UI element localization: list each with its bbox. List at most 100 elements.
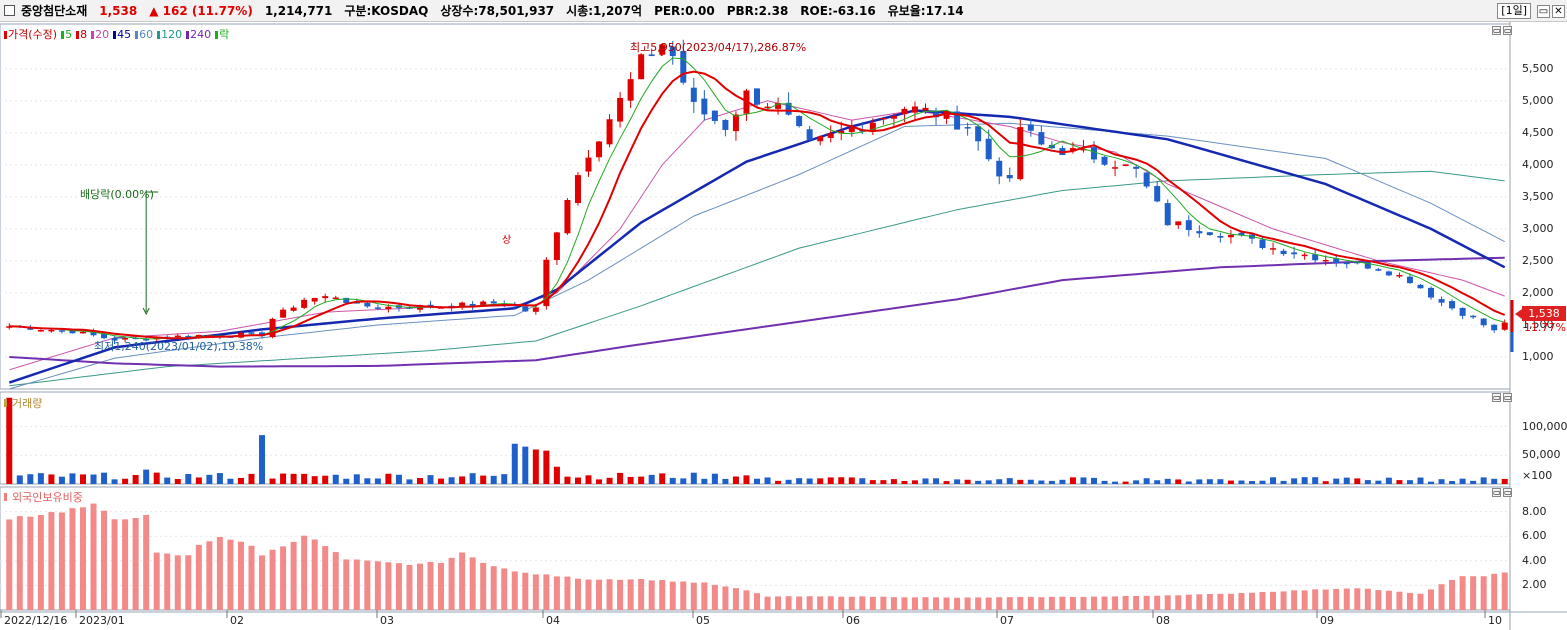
volume-bar (153, 472, 160, 484)
foreign-ratio-bar (1449, 580, 1456, 610)
x-axis-label: 04 (546, 614, 560, 627)
candle-body (374, 307, 381, 309)
ma120-line (9, 170, 1505, 387)
volume-bar (1428, 481, 1435, 484)
candle-body (1375, 269, 1382, 271)
candle-body (280, 309, 287, 318)
foreign-ratio-bar (890, 597, 897, 610)
candle-body (669, 46, 676, 57)
price-axis-label: 2,500 (1522, 253, 1554, 267)
candle-body (722, 119, 729, 130)
volume-bar (1080, 477, 1087, 484)
foreign-ratio-bar (343, 559, 350, 610)
candle-body (322, 296, 329, 299)
volume-bar (669, 477, 676, 484)
candle-body (490, 301, 497, 304)
candle-body (69, 330, 76, 334)
volume-bar (754, 478, 760, 484)
foreign-ratio-bar (101, 510, 108, 610)
foreign-ratio-bar (459, 552, 466, 610)
candle-body (459, 302, 466, 308)
foreign-ratio-bar (1069, 596, 1076, 610)
foreign-ratio-bar (237, 541, 244, 610)
restore-icon[interactable]: ▭ (1537, 4, 1550, 18)
low-annotation: 최저1,240(2023/01/02),19.38% (94, 340, 264, 353)
candle-body (711, 110, 718, 121)
volume-bar (79, 474, 86, 484)
foreign-ratio-bar (1280, 591, 1287, 610)
candle-body (553, 232, 560, 260)
foreign-ratio-bar (374, 561, 381, 610)
foreign-legend: 외국인보유비중 (4, 489, 83, 505)
candle-body (933, 112, 940, 118)
select-checkbox[interactable] (4, 5, 15, 16)
candle-body (248, 332, 255, 334)
roe-value: ROE:-63.16 (800, 3, 876, 18)
foreign-ratio-bar (1259, 591, 1266, 610)
foreign-ratio-bar (248, 545, 255, 610)
candle-body (1238, 232, 1245, 236)
foreign-axis-label: 2.00 (1522, 578, 1547, 592)
volume-bar (1248, 481, 1255, 484)
dividend-annotation: 배당락(0.00%) (80, 188, 154, 201)
volume-bar (627, 476, 634, 484)
candle-body (385, 306, 392, 310)
ma8-line (9, 70, 1506, 340)
close-icon[interactable]: ✕ (1552, 4, 1565, 18)
volume-bar (1154, 480, 1161, 484)
price-panel-close-icon[interactable]: ▭ (1503, 26, 1512, 35)
volume-bar (1470, 480, 1477, 484)
volume-panel-close-icon[interactable]: ▭ (1503, 393, 1512, 402)
candle-body (596, 141, 603, 158)
volume-bar (322, 475, 329, 484)
volume-bar (416, 477, 423, 484)
volume-bar (490, 475, 497, 484)
float-ratio: 유보율:17.14 (887, 4, 964, 18)
price-panel-minimize-icon[interactable]: ▭ (1492, 26, 1501, 35)
candle-body (1428, 287, 1435, 298)
volume-bar (1259, 480, 1266, 484)
candle-body (754, 88, 760, 105)
foreign-ratio-bar (280, 546, 287, 610)
x-axis-label: 10 (1488, 614, 1502, 627)
foreign-panel-minimize-icon[interactable]: ▭ (1492, 488, 1501, 497)
volume-bar (1491, 478, 1498, 484)
foreign-ratio-bar (1406, 592, 1413, 610)
chart-area[interactable] (0, 22, 1567, 630)
volume-bar (1027, 479, 1034, 484)
period-selector[interactable]: [1일] (1497, 3, 1531, 19)
candle-body (785, 102, 792, 115)
candle-body (975, 126, 982, 142)
price-axis-label: 5,500 (1522, 61, 1554, 75)
volume-bar (1480, 477, 1487, 484)
volume-panel-minimize-icon[interactable]: ▭ (1492, 393, 1501, 402)
foreign-panel-close-icon[interactable]: ▭ (1503, 488, 1512, 497)
candle-body (890, 115, 897, 119)
foreign-ratio-bar (1343, 588, 1350, 610)
volume-bar (58, 476, 65, 484)
candle-body (996, 160, 1003, 177)
foreign-ratio-bar (743, 590, 750, 610)
volume-bar (817, 478, 824, 484)
foreign-ratio-bar (596, 579, 603, 610)
candle-body (1006, 175, 1013, 179)
volume-bar (406, 479, 413, 484)
x-axis-label: 2023/01 (79, 614, 125, 627)
foreign-ratio-bar (690, 582, 697, 610)
foreign-ratio-bar (606, 579, 613, 610)
x-axis-label: 08 (1156, 614, 1170, 627)
candle-body (817, 136, 824, 142)
foreign-ratio-bar (848, 596, 855, 610)
volume-axis-label: ×100 (1522, 469, 1553, 482)
foreign-ratio-bar (164, 553, 171, 610)
trade-volume: 1,214,771 (264, 3, 333, 18)
foreign-ratio-bar (1227, 593, 1234, 610)
volume-bar (343, 478, 350, 484)
candle-body (1112, 167, 1119, 169)
volume-bar (206, 474, 213, 484)
volume-legend-label: 거래량 (12, 397, 43, 410)
volume-bar (1301, 477, 1308, 484)
volume-bar (574, 477, 581, 484)
foreign-ratio-bar (185, 555, 192, 610)
volume-bar (1048, 480, 1055, 484)
